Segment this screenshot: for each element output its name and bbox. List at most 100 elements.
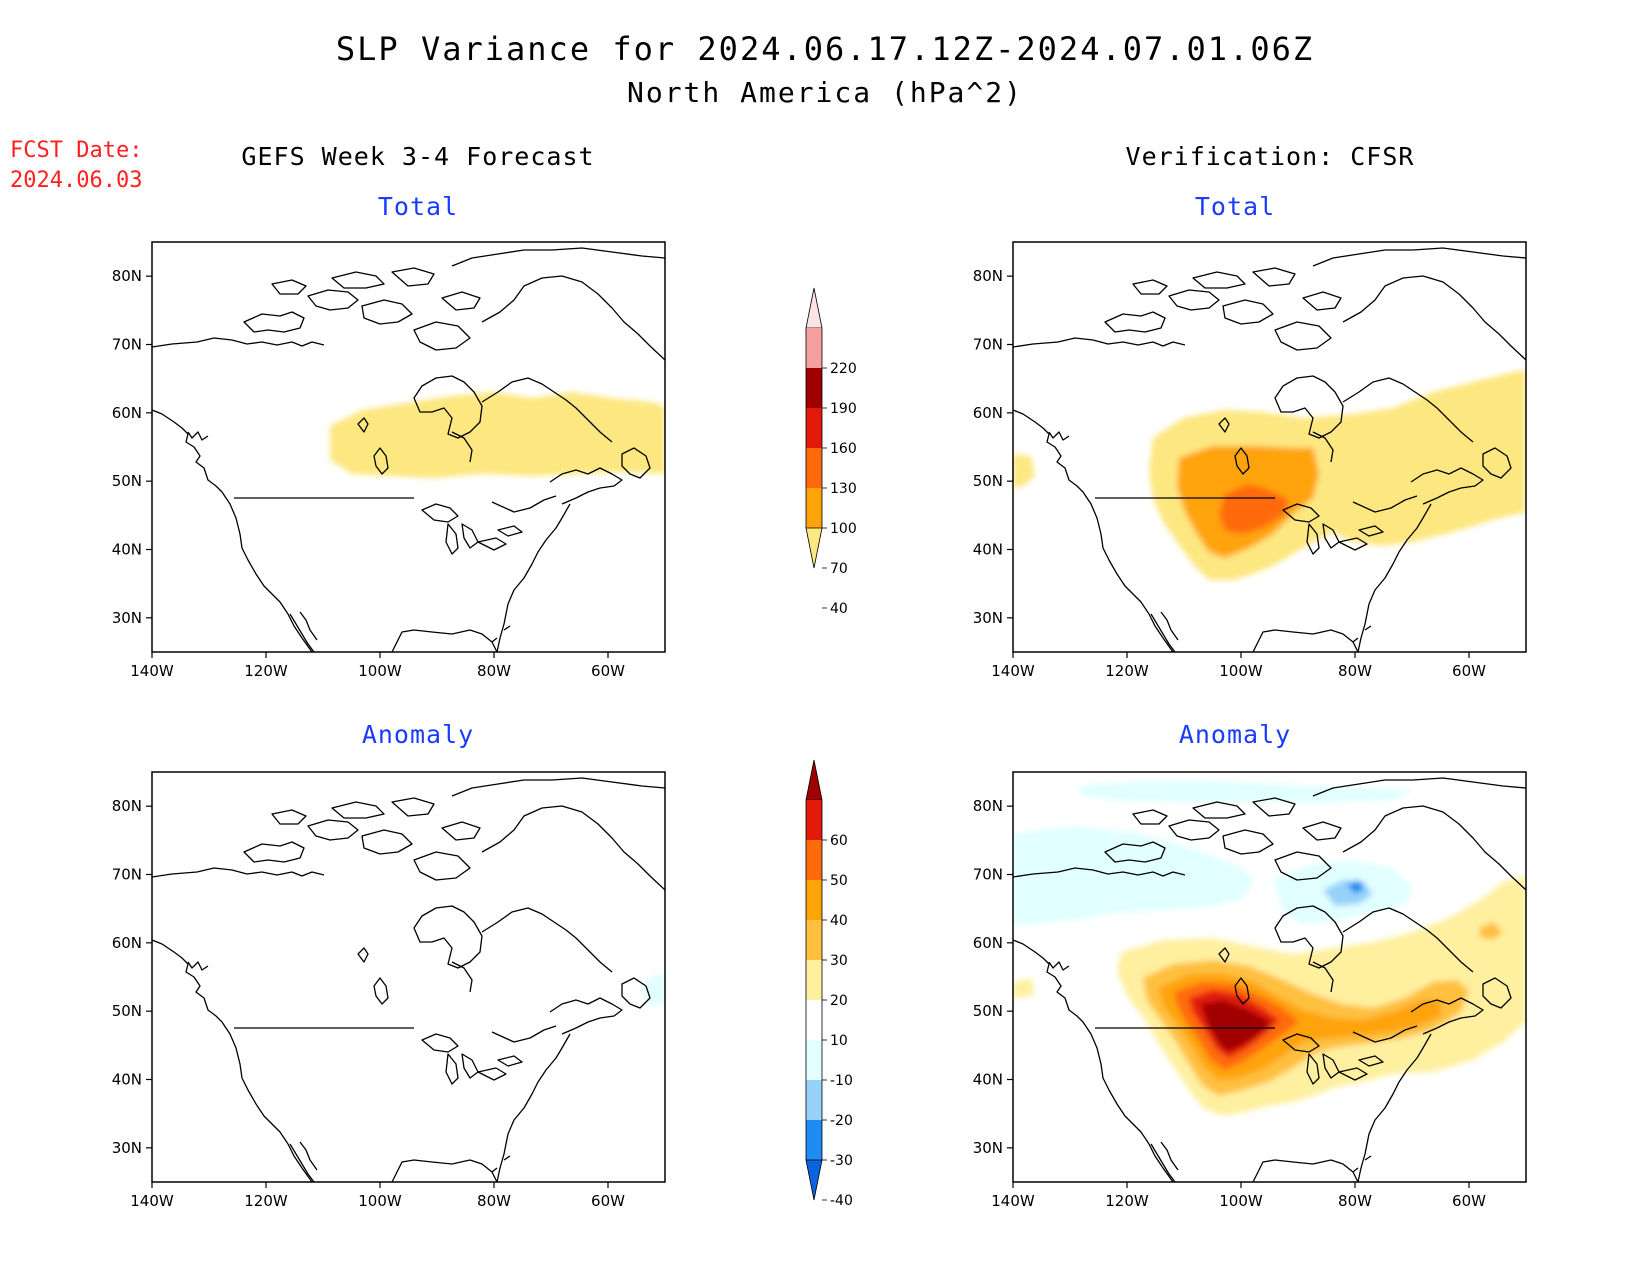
map-panel-fcst-total: 140W 120W 100W 80W 60W 80N 70N 60N 50N 40N 30N bbox=[112, 241, 666, 680]
lat-tick-label: 50N bbox=[112, 1002, 142, 1020]
shade-region bbox=[1201, 1000, 1271, 1052]
fcst-date-label: FCST Date: bbox=[10, 138, 143, 163]
column-header-forecast: GEFS Week 3-4 Forecast bbox=[241, 142, 595, 171]
panel-frame bbox=[1012, 771, 1527, 1183]
coastline bbox=[152, 777, 665, 1182]
lon-tick-label: 140W bbox=[991, 662, 1035, 680]
colorbar-label: 60 bbox=[830, 833, 848, 849]
shade-region bbox=[1079, 780, 1413, 802]
colorbar-label: -40 bbox=[830, 1193, 853, 1209]
colorbar-segment bbox=[806, 840, 822, 880]
total-colorbar: 40 70 100 130 160 190 220 bbox=[805, 287, 857, 617]
panel-title-verif-total: Total bbox=[1194, 192, 1276, 221]
lon-tick-label: 100W bbox=[358, 1192, 402, 1210]
colorbar-label: -20 bbox=[830, 1113, 853, 1129]
colorbar-label: 50 bbox=[830, 873, 848, 889]
fcst-date-value: 2024.06.03 bbox=[10, 168, 143, 193]
shading-verif-total bbox=[1013, 370, 1526, 580]
shade-region bbox=[330, 392, 665, 478]
lon-tick-label: 100W bbox=[1219, 1192, 1263, 1210]
colorbar-extend-top bbox=[805, 759, 823, 801]
colorbar-extend-top bbox=[805, 287, 823, 329]
lon-tick-label: 120W bbox=[1105, 662, 1149, 680]
colorbar-segment bbox=[806, 448, 822, 488]
lon-tick-label: 120W bbox=[244, 1192, 288, 1210]
colorbar-segment bbox=[806, 960, 822, 1000]
lat-tick-label: 70N bbox=[973, 336, 1003, 354]
panel-frame bbox=[1012, 241, 1527, 653]
lat-tick-label: 60N bbox=[973, 934, 1003, 952]
colorbar-segment bbox=[806, 328, 822, 368]
colorbar-segment bbox=[806, 1080, 822, 1120]
colorbar-label: 190 bbox=[830, 401, 857, 417]
lon-tick-label: 60W bbox=[591, 1192, 625, 1210]
main-title: SLP Variance for 2024.06.17.12Z-2024.07.… bbox=[335, 30, 1315, 68]
shade-region bbox=[642, 974, 665, 1006]
map-panel-verif-total: 140W 120W 100W 80W 60W 80N 70N 60N 50N 40N 30N bbox=[973, 241, 1527, 680]
lat-tick-label: 40N bbox=[973, 541, 1003, 559]
lon-tick-label: 80W bbox=[477, 1192, 511, 1210]
lon-tick-label: 120W bbox=[244, 662, 288, 680]
lat-tick-label: 50N bbox=[973, 472, 1003, 490]
lon-tick-label: 120W bbox=[1105, 1192, 1149, 1210]
colorbar-label: 20 bbox=[830, 993, 848, 1009]
lat-tick-label: 80N bbox=[112, 267, 142, 285]
map-panel-fcst-anomaly: 140W 120W 100W 80W 60W 80N 70N 60N 50N 40N 30N bbox=[112, 771, 666, 1210]
main-subtitle: North America (hPa^2) bbox=[626, 76, 1023, 109]
colorbar-label: 130 bbox=[830, 481, 857, 497]
lat-tick-label: 40N bbox=[973, 1071, 1003, 1089]
lon-tick-label: 80W bbox=[1338, 662, 1372, 680]
lon-tick-label: 60W bbox=[591, 662, 625, 680]
shading-fcst-total bbox=[330, 392, 665, 478]
colorbar-label: 70 bbox=[830, 561, 848, 577]
colorbar-segment bbox=[806, 920, 822, 960]
colorbar-segment bbox=[806, 1120, 822, 1160]
lat-tick-label: 40N bbox=[112, 541, 142, 559]
panel-frame bbox=[151, 771, 666, 1183]
shade-region bbox=[1479, 922, 1503, 940]
colorbar-segment bbox=[806, 368, 822, 408]
shading-verif-anomaly bbox=[1013, 780, 1526, 1116]
shade-region bbox=[1013, 826, 1253, 926]
shading-fcst-anomaly bbox=[642, 974, 665, 1006]
colorbar-label: -30 bbox=[830, 1153, 853, 1169]
lat-tick-label: 30N bbox=[973, 609, 1003, 627]
colorbar-segment bbox=[806, 1040, 822, 1080]
colorbar-segment bbox=[806, 880, 822, 920]
lat-tick-label: 80N bbox=[973, 797, 1003, 815]
shade-region bbox=[1219, 484, 1289, 534]
lat-tick-label: 30N bbox=[973, 1139, 1003, 1157]
lon-tick-label: 100W bbox=[1219, 662, 1263, 680]
colorbar-label: 100 bbox=[830, 521, 857, 537]
lat-tick-label: 60N bbox=[973, 404, 1003, 422]
lon-tick-label: 60W bbox=[1452, 1192, 1486, 1210]
column-header-verification: Verification: CFSR bbox=[1125, 142, 1415, 171]
shade-region bbox=[1013, 454, 1035, 488]
lat-tick-label: 80N bbox=[973, 267, 1003, 285]
colorbar-label: 30 bbox=[830, 953, 848, 969]
panel-title-fcst-total: Total bbox=[377, 192, 459, 221]
lon-tick-label: 140W bbox=[130, 662, 174, 680]
colorbar-segment bbox=[806, 488, 822, 528]
lon-tick-label: 80W bbox=[1338, 1192, 1372, 1210]
colorbar-label: 40 bbox=[830, 601, 848, 617]
lon-tick-label: 140W bbox=[130, 1192, 174, 1210]
colorbar-label: -10 bbox=[830, 1073, 853, 1089]
lat-tick-label: 80N bbox=[112, 797, 142, 815]
lat-tick-label: 30N bbox=[112, 1139, 142, 1157]
colorbar-segment bbox=[806, 800, 822, 840]
lat-tick-label: 60N bbox=[112, 404, 142, 422]
lon-tick-label: 80W bbox=[477, 662, 511, 680]
colorbar-extend-bottom bbox=[805, 1159, 823, 1201]
anomaly-colorbar: -40 -30 -20 -10 10 20 30 40 50 60 bbox=[805, 759, 853, 1209]
colorbar-segment bbox=[806, 408, 822, 448]
lat-tick-label: 70N bbox=[112, 866, 142, 884]
lat-tick-label: 40N bbox=[112, 1071, 142, 1089]
map-panel-verif-anomaly: 140W 120W 100W 80W 60W 80N 70N 60N 50N 40N 30N bbox=[973, 771, 1527, 1210]
lat-tick-label: 50N bbox=[973, 1002, 1003, 1020]
colorbar-label: 10 bbox=[830, 1033, 848, 1049]
colorbar-label: 160 bbox=[830, 441, 857, 457]
panel-title-verif-anomaly: Anomaly bbox=[1178, 720, 1292, 749]
lat-tick-label: 50N bbox=[112, 472, 142, 490]
